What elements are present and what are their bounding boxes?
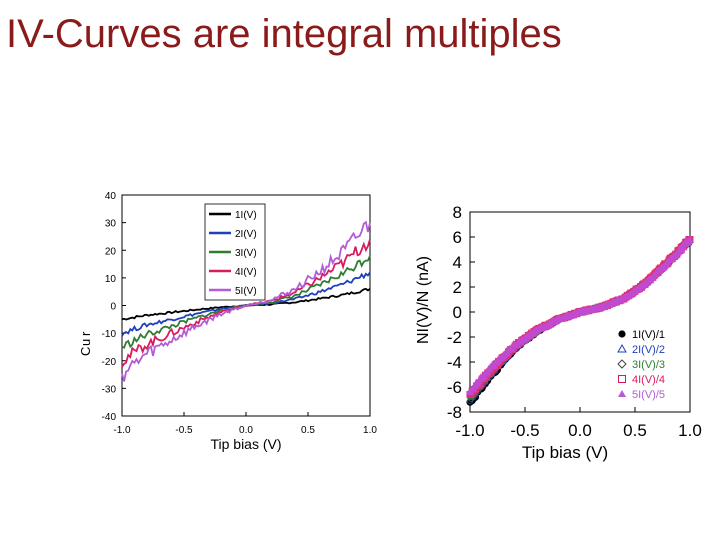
left-y-tick-label: 10 bbox=[105, 274, 117, 285]
right-y-tick-label: 4 bbox=[453, 253, 462, 272]
slide-title: IV-Curves are integral multiples bbox=[6, 12, 562, 56]
left-y-label-glyph: C bbox=[78, 347, 93, 356]
right-y-tick-label: -2 bbox=[447, 328, 462, 347]
left-y-axis-label-fragment: Cur bbox=[78, 331, 93, 356]
left-series-line-5 bbox=[121, 220, 371, 382]
right-legend-label: 3I(V)/3 bbox=[632, 359, 665, 371]
left-y-label-glyph: u bbox=[78, 339, 93, 346]
left-x-tick-label: 1.0 bbox=[363, 425, 377, 436]
left-x-tick-label: -1.0 bbox=[113, 425, 131, 436]
left-y-tick-label: -20 bbox=[102, 357, 117, 368]
right-marker-s5 bbox=[679, 243, 688, 251]
right-y-tick-label: 8 bbox=[453, 203, 462, 222]
right-y-axis-label: NI(V)/N (nA) bbox=[415, 256, 432, 344]
left-y-tick-label: 30 bbox=[105, 219, 117, 230]
left-y-tick-label: 20 bbox=[105, 246, 117, 257]
right-legend-marker bbox=[617, 343, 627, 353]
right-x-tick-label: 0.5 bbox=[623, 421, 647, 440]
left-x-tick-label: -0.5 bbox=[175, 425, 193, 436]
right-y-tick-label: 0 bbox=[453, 303, 462, 322]
right-y-tick-label: -8 bbox=[447, 403, 462, 422]
left-legend-label: 3I(V) bbox=[235, 248, 257, 259]
right-legend-marker bbox=[618, 375, 626, 383]
left-legend-label: 2I(V) bbox=[235, 229, 257, 240]
left-x-tick-label: 0.5 bbox=[301, 425, 315, 436]
left-legend-label: 4I(V) bbox=[235, 267, 257, 278]
right-x-tick-label: -0.5 bbox=[510, 421, 539, 440]
left-legend-label: 1I(V) bbox=[235, 210, 257, 221]
right-y-tick-label: -6 bbox=[447, 378, 462, 397]
right-legend-marker bbox=[617, 359, 627, 369]
left-x-axis-label: Tip bias (V) bbox=[210, 436, 281, 452]
right-marker-s5 bbox=[686, 235, 694, 243]
right-x-tick-label: 0.0 bbox=[568, 421, 592, 440]
left-y-tick-label: -30 bbox=[102, 384, 117, 395]
left-y-tick-label: -10 bbox=[102, 329, 117, 340]
right-y-tick-label: 2 bbox=[453, 278, 462, 297]
left-legend-label: 5I(V) bbox=[235, 286, 257, 297]
right-y-tick-label: 6 bbox=[453, 228, 462, 247]
right-y-tick-label: -4 bbox=[447, 353, 462, 372]
left-y-tick-label: 40 bbox=[105, 191, 117, 202]
right-x-axis-label: Tip bias (V) bbox=[522, 443, 608, 462]
right-legend-label: 4I(V)/4 bbox=[632, 374, 665, 386]
left-y-label-glyph: r bbox=[78, 331, 93, 336]
right-legend-marker bbox=[618, 390, 626, 397]
right-legend-label: 5I(V)/5 bbox=[632, 389, 665, 401]
left-y-tick-label: 0 bbox=[110, 302, 116, 313]
right-legend-marker bbox=[618, 330, 626, 338]
left-y-tick-label: -40 bbox=[102, 412, 117, 423]
right-legend-label: 2I(V)/2 bbox=[632, 344, 665, 356]
right-x-tick-label: -1.0 bbox=[455, 421, 484, 440]
left-x-tick-label: 0.0 bbox=[239, 425, 253, 436]
left-legend-box bbox=[204, 203, 266, 301]
right-legend-label: 1I(V)/1 bbox=[632, 329, 665, 341]
right-x-tick-label: 1.0 bbox=[678, 421, 702, 440]
